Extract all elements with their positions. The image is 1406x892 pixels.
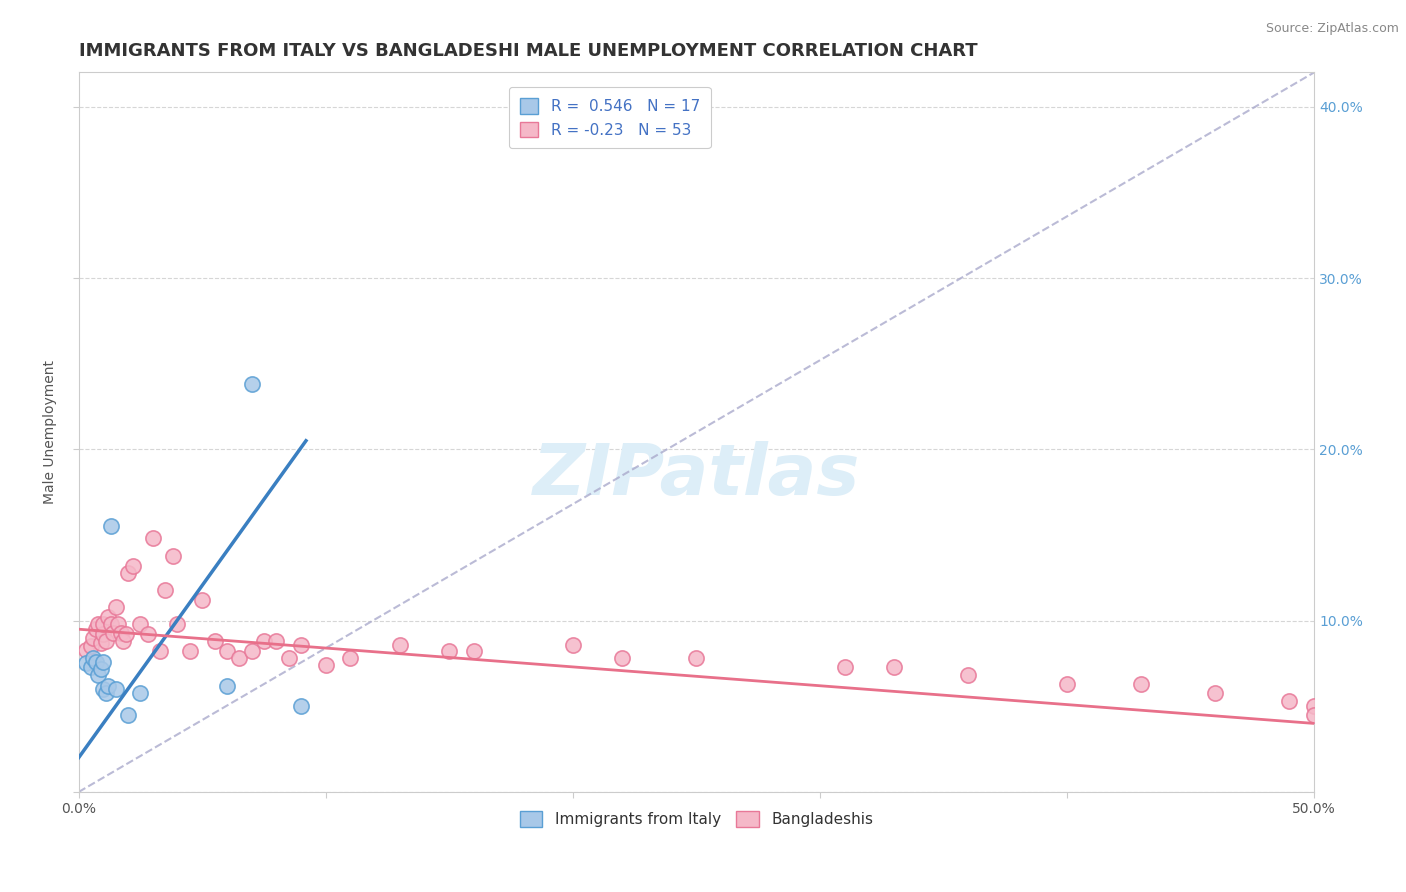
Point [277, 651, 299, 665]
Point [179, 644, 201, 658]
Point [103, 625, 125, 640]
Point [142, 532, 165, 546]
Point [97, 610, 120, 624]
Point [104, 682, 127, 697]
Point [94, 634, 117, 648]
Point [204, 634, 226, 648]
Point [80, 660, 103, 674]
Point [339, 651, 361, 665]
Point [166, 617, 188, 632]
Point [1130, 677, 1153, 691]
Point [191, 593, 214, 607]
Point [240, 644, 263, 658]
Point [149, 644, 172, 658]
Text: IMMIGRANTS FROM ITALY VS BANGLADESHI MALE UNEMPLOYMENT CORRELATION CHART: IMMIGRANTS FROM ITALY VS BANGLADESHI MAL… [79, 42, 977, 60]
Point [162, 549, 184, 563]
Point [75, 657, 97, 671]
Point [266, 634, 288, 648]
Point [93, 617, 115, 632]
Point [100, 519, 122, 533]
Point [100, 617, 122, 632]
Point [80, 640, 103, 654]
Point [90, 662, 112, 676]
Point [1303, 699, 1326, 714]
Point [315, 658, 337, 673]
Point [94, 685, 117, 699]
Point [957, 668, 980, 682]
Point [93, 627, 115, 641]
Point [112, 634, 135, 648]
Point [240, 377, 263, 392]
Point [1278, 694, 1301, 708]
Point [561, 638, 583, 652]
Point [136, 627, 159, 641]
Point [290, 638, 312, 652]
Y-axis label: Male Unemployment: Male Unemployment [44, 360, 58, 504]
Point [90, 636, 112, 650]
Point [117, 566, 139, 580]
Point [129, 685, 152, 699]
Point [93, 655, 115, 669]
Point [612, 651, 634, 665]
Point [153, 582, 176, 597]
Point [883, 660, 905, 674]
Point [388, 638, 411, 652]
Text: Source: ZipAtlas.com: Source: ZipAtlas.com [1265, 22, 1399, 36]
Point [82, 631, 104, 645]
Point [84, 655, 107, 669]
Point [87, 617, 110, 632]
Point [129, 617, 152, 632]
Point [84, 622, 107, 636]
Point [463, 644, 485, 658]
Point [75, 642, 97, 657]
Point [834, 660, 856, 674]
Point [97, 679, 120, 693]
Point [114, 627, 136, 641]
Point [228, 651, 250, 665]
Point [253, 634, 276, 648]
Point [93, 682, 115, 697]
Point [1204, 685, 1226, 699]
Legend: Immigrants from Italy, Bangladeshis: Immigrants from Italy, Bangladeshis [512, 804, 882, 835]
Point [215, 679, 238, 693]
Point [1056, 677, 1078, 691]
Point [107, 617, 129, 632]
Point [104, 599, 127, 614]
Point [110, 625, 132, 640]
Text: ZIPatlas: ZIPatlas [533, 441, 860, 510]
Point [290, 699, 312, 714]
Point [685, 651, 707, 665]
Point [1303, 707, 1326, 722]
Point [87, 668, 110, 682]
Point [215, 644, 238, 658]
Point [117, 707, 139, 722]
Point [82, 651, 104, 665]
Point [122, 558, 145, 573]
Point [439, 644, 461, 658]
